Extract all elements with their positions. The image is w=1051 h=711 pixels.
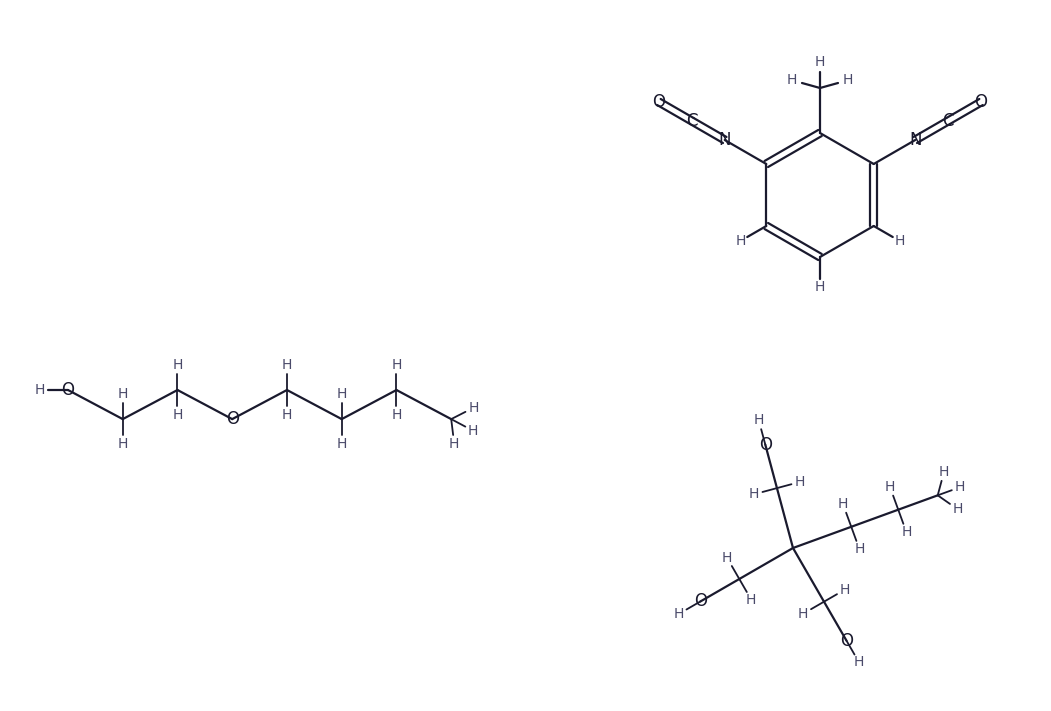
Text: H: H <box>838 497 848 511</box>
Text: H: H <box>735 234 745 248</box>
Text: H: H <box>469 401 478 415</box>
Text: H: H <box>172 358 183 372</box>
Text: H: H <box>854 542 865 556</box>
Text: H: H <box>674 607 684 621</box>
Text: H: H <box>336 437 347 451</box>
Text: H: H <box>853 656 864 669</box>
Text: H: H <box>798 606 808 621</box>
Text: H: H <box>952 502 963 516</box>
Text: H: H <box>468 424 478 438</box>
Text: H: H <box>815 55 825 69</box>
Text: H: H <box>795 475 805 489</box>
Text: H: H <box>885 480 895 494</box>
Text: H: H <box>391 358 401 372</box>
Text: H: H <box>787 73 798 87</box>
Text: O: O <box>759 436 771 454</box>
Text: H: H <box>336 387 347 401</box>
Text: H: H <box>815 280 825 294</box>
Text: O: O <box>653 93 665 111</box>
Text: H: H <box>722 551 733 565</box>
Text: N: N <box>719 131 731 149</box>
Text: H: H <box>282 408 292 422</box>
Text: O: O <box>840 631 853 650</box>
Text: H: H <box>843 73 853 87</box>
Text: O: O <box>974 93 988 111</box>
Text: C: C <box>943 112 954 130</box>
Text: H: H <box>449 437 459 451</box>
Text: H: H <box>118 387 128 401</box>
Text: H: H <box>35 383 45 397</box>
Text: H: H <box>391 408 401 422</box>
Text: H: H <box>748 487 759 501</box>
Text: H: H <box>282 358 292 372</box>
Text: H: H <box>902 525 911 539</box>
Text: O: O <box>62 381 75 399</box>
Text: H: H <box>894 234 905 248</box>
Text: O: O <box>694 592 707 611</box>
Text: H: H <box>172 408 183 422</box>
Text: H: H <box>118 437 128 451</box>
Text: N: N <box>909 131 922 149</box>
Text: H: H <box>955 480 966 494</box>
Text: C: C <box>686 112 698 130</box>
Text: H: H <box>754 414 764 427</box>
Text: O: O <box>226 410 239 428</box>
Text: H: H <box>746 593 757 606</box>
Text: H: H <box>939 465 949 479</box>
Text: H: H <box>840 583 850 597</box>
